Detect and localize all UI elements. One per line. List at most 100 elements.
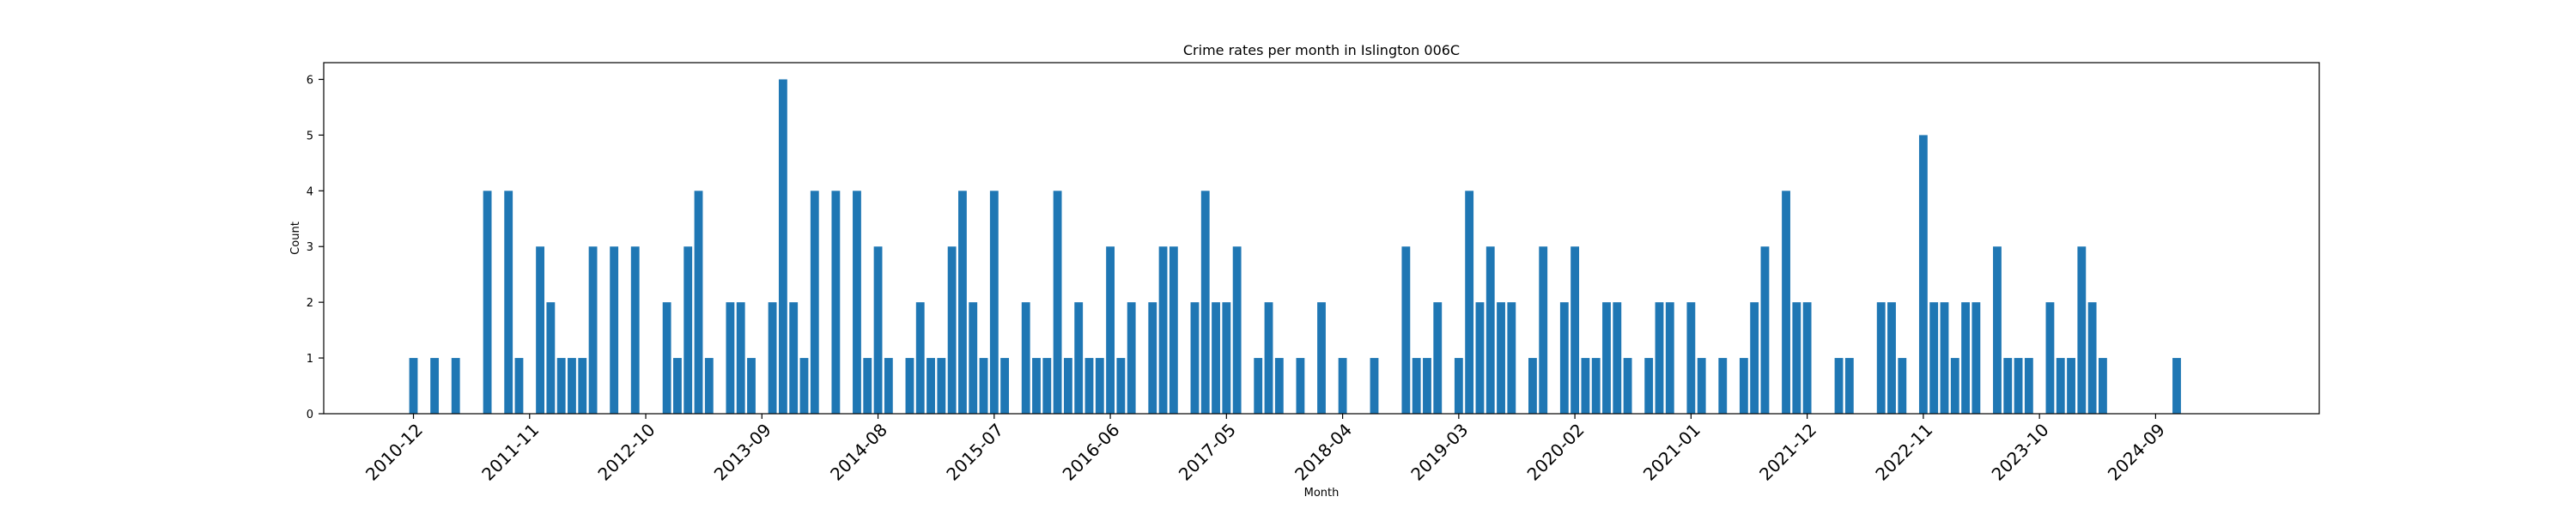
bar — [588, 246, 598, 414]
bar — [536, 246, 544, 414]
bar — [1127, 302, 1136, 414]
bar — [831, 191, 841, 414]
plot-area-frame — [323, 62, 2320, 415]
y-tick-label: 6 — [307, 74, 313, 87]
bar — [947, 246, 957, 414]
bar — [1032, 358, 1041, 414]
chart-title: Crime rates per month in Islington 006C — [1183, 42, 1460, 58]
bar — [1898, 358, 1907, 414]
bar — [1665, 302, 1674, 414]
bar — [1644, 358, 1654, 414]
bar — [726, 302, 735, 414]
bar — [2014, 358, 2023, 414]
bar — [1571, 246, 1580, 414]
bar — [1497, 302, 1505, 414]
bar — [853, 191, 861, 414]
bar — [1539, 246, 1548, 414]
bar — [884, 358, 893, 414]
bar — [799, 358, 809, 414]
bar — [409, 358, 418, 414]
bar — [1802, 302, 1812, 414]
bar — [483, 191, 492, 414]
bar — [768, 302, 777, 414]
bar — [1971, 302, 1981, 414]
bar — [1106, 246, 1115, 414]
bar — [556, 358, 566, 414]
bar — [863, 358, 872, 414]
bar — [1929, 302, 1939, 414]
bar — [1950, 358, 1959, 414]
bar — [1074, 302, 1084, 414]
y-tick-label: 1 — [307, 353, 313, 366]
bar — [1528, 358, 1537, 414]
bar — [1190, 302, 1200, 414]
bar — [1423, 358, 1431, 414]
bar — [1697, 358, 1706, 414]
bar — [1782, 191, 1790, 414]
bar — [673, 358, 682, 414]
y-tick-label: 3 — [307, 241, 313, 254]
bar — [2099, 358, 2107, 414]
bar — [1296, 358, 1305, 414]
bar — [1475, 302, 1485, 414]
bar — [1095, 358, 1104, 414]
bar — [1084, 358, 1094, 414]
bar — [789, 302, 799, 414]
bar — [1750, 302, 1759, 414]
bar — [747, 358, 756, 414]
bar — [1834, 358, 1844, 414]
bar — [778, 79, 787, 414]
bar — [1169, 246, 1178, 414]
bar — [927, 358, 935, 414]
bar — [1000, 358, 1010, 414]
bar — [979, 358, 988, 414]
bar — [1876, 302, 1886, 414]
bars — [409, 79, 2181, 414]
bar — [1264, 302, 1273, 414]
bar — [1158, 246, 1168, 414]
bar — [873, 246, 883, 414]
bar — [1412, 358, 1421, 414]
bar — [1042, 358, 1052, 414]
bar — [1021, 302, 1030, 414]
bar — [1433, 302, 1443, 414]
bar — [1465, 191, 1474, 414]
y-tick-label: 2 — [307, 297, 313, 310]
bar — [1792, 302, 1801, 414]
bar — [1485, 246, 1495, 414]
bar — [958, 191, 967, 414]
bar — [2003, 358, 2013, 414]
bar — [630, 246, 640, 414]
bar — [451, 358, 460, 414]
bar — [1613, 302, 1622, 414]
bar — [2045, 302, 2055, 414]
bar — [1454, 358, 1463, 414]
bar — [1507, 302, 1516, 414]
bar — [937, 358, 946, 414]
bar — [2067, 358, 2075, 414]
bar — [514, 358, 524, 414]
bar — [610, 246, 619, 414]
bar — [1274, 358, 1284, 414]
bar — [1686, 302, 1696, 414]
bar — [694, 191, 703, 414]
bar — [2024, 358, 2033, 414]
bar — [1844, 358, 1854, 414]
bar — [2087, 302, 2097, 414]
bar — [504, 191, 513, 414]
y-tick-label: 0 — [307, 409, 313, 421]
bar — [1148, 302, 1157, 414]
bar — [810, 191, 819, 414]
bar — [969, 302, 978, 414]
bar — [1200, 191, 1210, 414]
bar — [1760, 246, 1770, 414]
bar — [430, 358, 440, 414]
bar — [1401, 246, 1411, 414]
y-tick-label: 4 — [307, 185, 313, 198]
bar — [546, 302, 556, 414]
bar — [704, 358, 714, 414]
bar — [1053, 191, 1062, 414]
bar — [683, 246, 693, 414]
